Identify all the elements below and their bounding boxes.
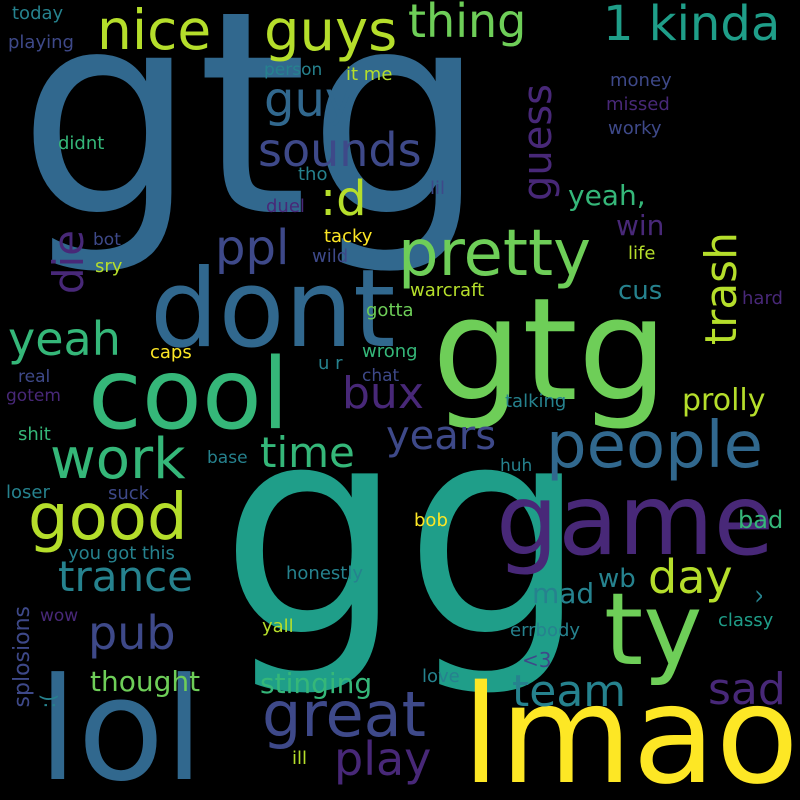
- word-trance: trance: [58, 552, 194, 601]
- word-guy: guy: [264, 72, 354, 128]
- word-good: good: [28, 481, 188, 555]
- word-honestly: honestly: [286, 563, 363, 584]
- word-sad: sad: [708, 664, 786, 715]
- word-lmao: lmao: [462, 657, 799, 800]
- word-tacky: tacky: [324, 226, 373, 247]
- word-ty: ty: [604, 571, 703, 688]
- word-caret: ^: [742, 588, 766, 605]
- word-suck: suck: [108, 483, 150, 504]
- word-money: money: [610, 70, 672, 91]
- word-bux: bux: [342, 368, 424, 419]
- word-thought: thought: [90, 665, 201, 698]
- word-play: play: [334, 732, 432, 786]
- word-trash: trash: [696, 232, 747, 346]
- word-dont: dont: [150, 247, 396, 372]
- word-tho: tho: [298, 164, 328, 185]
- word-cool: cool: [88, 338, 290, 452]
- word-caps: caps: [150, 342, 192, 363]
- word-thing: thing: [408, 0, 527, 48]
- word-duel: duel: [266, 196, 305, 217]
- word-guess: guess: [515, 84, 561, 202]
- word-sry: sry: [95, 256, 123, 277]
- word-gotem: gotem: [6, 386, 61, 406]
- word-didnt: didnt: [58, 133, 105, 154]
- word-lil: lil: [430, 178, 446, 199]
- word-wb: wb: [598, 564, 636, 594]
- word-yeah: yeah: [8, 312, 121, 366]
- word-life: life: [628, 243, 656, 264]
- word-person: person: [264, 60, 323, 80]
- word-ill: ill: [292, 748, 308, 769]
- word-heart: <3: [522, 648, 552, 672]
- word-wrong: wrong: [362, 341, 418, 362]
- word-guys: guys: [264, 0, 398, 64]
- word-gtg-2: gtg: [432, 268, 668, 433]
- word-lol: lol: [38, 648, 204, 800]
- word-playing: playing: [8, 32, 74, 53]
- word-you-got-this: you got this: [68, 543, 175, 564]
- word-frown: :(: [36, 694, 60, 709]
- word-bob: bob: [414, 510, 448, 531]
- word-talking: talking: [505, 391, 567, 412]
- word-gg: gg: [220, 364, 589, 701]
- word-pub: pub: [88, 606, 176, 660]
- word-u-r: u r: [318, 353, 343, 374]
- word-d: :d: [320, 171, 367, 227]
- word-gotta: gotta: [366, 300, 414, 321]
- word-team: team: [512, 666, 627, 717]
- word-love: love: [422, 666, 460, 687]
- word-shit: shit: [18, 424, 51, 445]
- word-hard: hard: [742, 288, 783, 309]
- word-classy: classy: [718, 610, 774, 631]
- word-years: years: [386, 413, 497, 459]
- word-warcraft: warcraft: [410, 280, 485, 301]
- word-worky: worky: [608, 118, 662, 139]
- word-work: work: [50, 427, 186, 492]
- word-huh: huh: [500, 456, 533, 476]
- word-game: game: [496, 464, 775, 578]
- word-kinda: 1 kinda: [603, 0, 781, 52]
- word-base: base: [207, 448, 248, 468]
- word-people: people: [546, 409, 763, 483]
- word-it-me: it me: [346, 64, 393, 85]
- word-great: great: [262, 678, 426, 751]
- word-die: die: [44, 230, 93, 295]
- word-missed: missed: [606, 94, 670, 115]
- word-time: time: [260, 428, 355, 477]
- word-yall: yall: [262, 616, 294, 637]
- word-wow: wow: [40, 606, 79, 626]
- word-today: today: [12, 3, 64, 24]
- word-ppl: ppl: [215, 220, 290, 276]
- word-pretty: pretty: [398, 217, 591, 291]
- word-splosions: splosions: [10, 606, 35, 708]
- word-gtg: gtg: [18, 0, 487, 279]
- word-wild: wild: [312, 246, 349, 267]
- word-bot: bot: [93, 230, 121, 250]
- word-nice: nice: [97, 0, 212, 62]
- word-yeah-comma: yeah,: [568, 179, 646, 212]
- word-cus: cus: [618, 276, 663, 306]
- word-prolly: prolly: [682, 383, 766, 418]
- word-sounds: sounds: [258, 123, 422, 177]
- word-day: day: [648, 550, 733, 604]
- word-mad: mad: [532, 577, 595, 610]
- word-loser: loser: [6, 482, 50, 503]
- word-errbody: errbody: [510, 620, 581, 641]
- word-stinging: stinging: [260, 667, 373, 700]
- word-win: win: [616, 209, 665, 242]
- word-bad: bad: [738, 506, 784, 534]
- word-chat: chat: [362, 366, 400, 386]
- word-real: real: [18, 367, 51, 387]
